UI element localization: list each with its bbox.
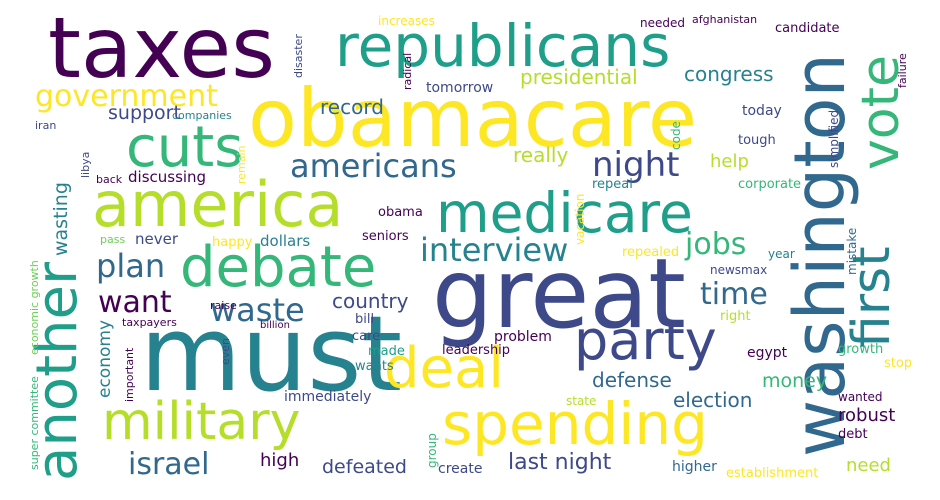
word: israel (128, 447, 210, 482)
word: care (352, 329, 381, 344)
word: important (123, 347, 136, 402)
word: state (566, 394, 597, 408)
word: economic growth (28, 260, 41, 355)
word: help (710, 151, 749, 172)
word: deal (384, 336, 504, 401)
word: mistake (845, 227, 859, 275)
word: americans (290, 147, 457, 185)
word: repeal (592, 177, 633, 192)
word: candidate (775, 21, 840, 36)
word: money (762, 370, 828, 392)
word: economy (95, 319, 115, 398)
word: increases (378, 14, 435, 28)
word: military (102, 392, 301, 452)
word: night (592, 145, 680, 185)
word: waste (210, 291, 305, 329)
word: egypt (747, 345, 788, 361)
word: great (432, 238, 686, 350)
word: made (368, 344, 405, 359)
word: needed (640, 16, 685, 30)
word: afghanistan (692, 13, 758, 26)
word: party (574, 309, 717, 372)
word: higher (672, 459, 717, 475)
word: newsmax (710, 263, 768, 277)
word: seniors (362, 229, 409, 244)
word: establishment (726, 466, 819, 481)
word: leadership (442, 343, 511, 358)
word: presidential (520, 65, 638, 89)
word: libya (79, 151, 92, 178)
word: cuts (126, 115, 244, 180)
word: remain (235, 145, 248, 184)
word: iran (35, 119, 57, 132)
word: back (96, 173, 123, 186)
word: even (219, 337, 232, 365)
word: country (332, 289, 409, 313)
word: failure (896, 53, 909, 88)
word: discussing (128, 168, 207, 186)
word: last night (508, 450, 612, 475)
word: wasting (50, 182, 72, 256)
word: wanted (838, 390, 883, 404)
word: republicans (335, 12, 671, 80)
word: taxpayers (122, 316, 177, 329)
word: wants (355, 359, 394, 374)
word: support (108, 102, 181, 124)
word: record (320, 95, 384, 119)
word: congress (684, 62, 774, 86)
word: really (513, 143, 569, 167)
word: jobs (685, 227, 747, 262)
word: group (425, 433, 439, 468)
word: bill (355, 312, 375, 327)
word: radical (401, 52, 414, 90)
word: election (673, 388, 753, 412)
word: stop (884, 356, 913, 371)
word: defeated (322, 456, 407, 478)
word: happy (212, 235, 253, 250)
word: vacation (573, 193, 587, 245)
word: dollars (260, 232, 311, 250)
word: high (260, 450, 300, 471)
word: want (98, 285, 172, 320)
word: taxes (48, 0, 275, 97)
word: spending (442, 390, 708, 458)
word: must (140, 293, 403, 415)
word: pass (100, 233, 126, 246)
word: right (720, 309, 751, 324)
word: tough (738, 133, 776, 148)
word: never (135, 230, 179, 248)
word: obamacare (248, 72, 698, 165)
word: time (700, 277, 768, 312)
word: repealed (622, 245, 680, 260)
word: companies (172, 109, 232, 122)
word: today (742, 103, 782, 119)
word: immediately (284, 389, 372, 405)
word: america (92, 168, 344, 241)
word: problem (494, 329, 552, 345)
word: plan (96, 247, 166, 285)
word: need (846, 455, 891, 476)
word: create (438, 461, 483, 477)
word: disaster (292, 34, 305, 78)
word: super committee (28, 376, 41, 470)
word: robust (838, 405, 896, 426)
word: simplified (827, 109, 841, 168)
word: corporate (738, 177, 802, 192)
word: debt (838, 427, 868, 442)
word: government (35, 79, 218, 114)
word: interview (420, 231, 569, 269)
word: raise (210, 299, 237, 312)
word: medicare (436, 181, 693, 245)
word: growth (838, 342, 884, 357)
word: billion (260, 320, 290, 331)
word: code (669, 121, 683, 150)
word: year (768, 247, 795, 261)
word: debate (180, 235, 377, 300)
word: defense (592, 368, 672, 392)
word: tomorrow (426, 80, 494, 96)
word: obama (378, 205, 423, 220)
